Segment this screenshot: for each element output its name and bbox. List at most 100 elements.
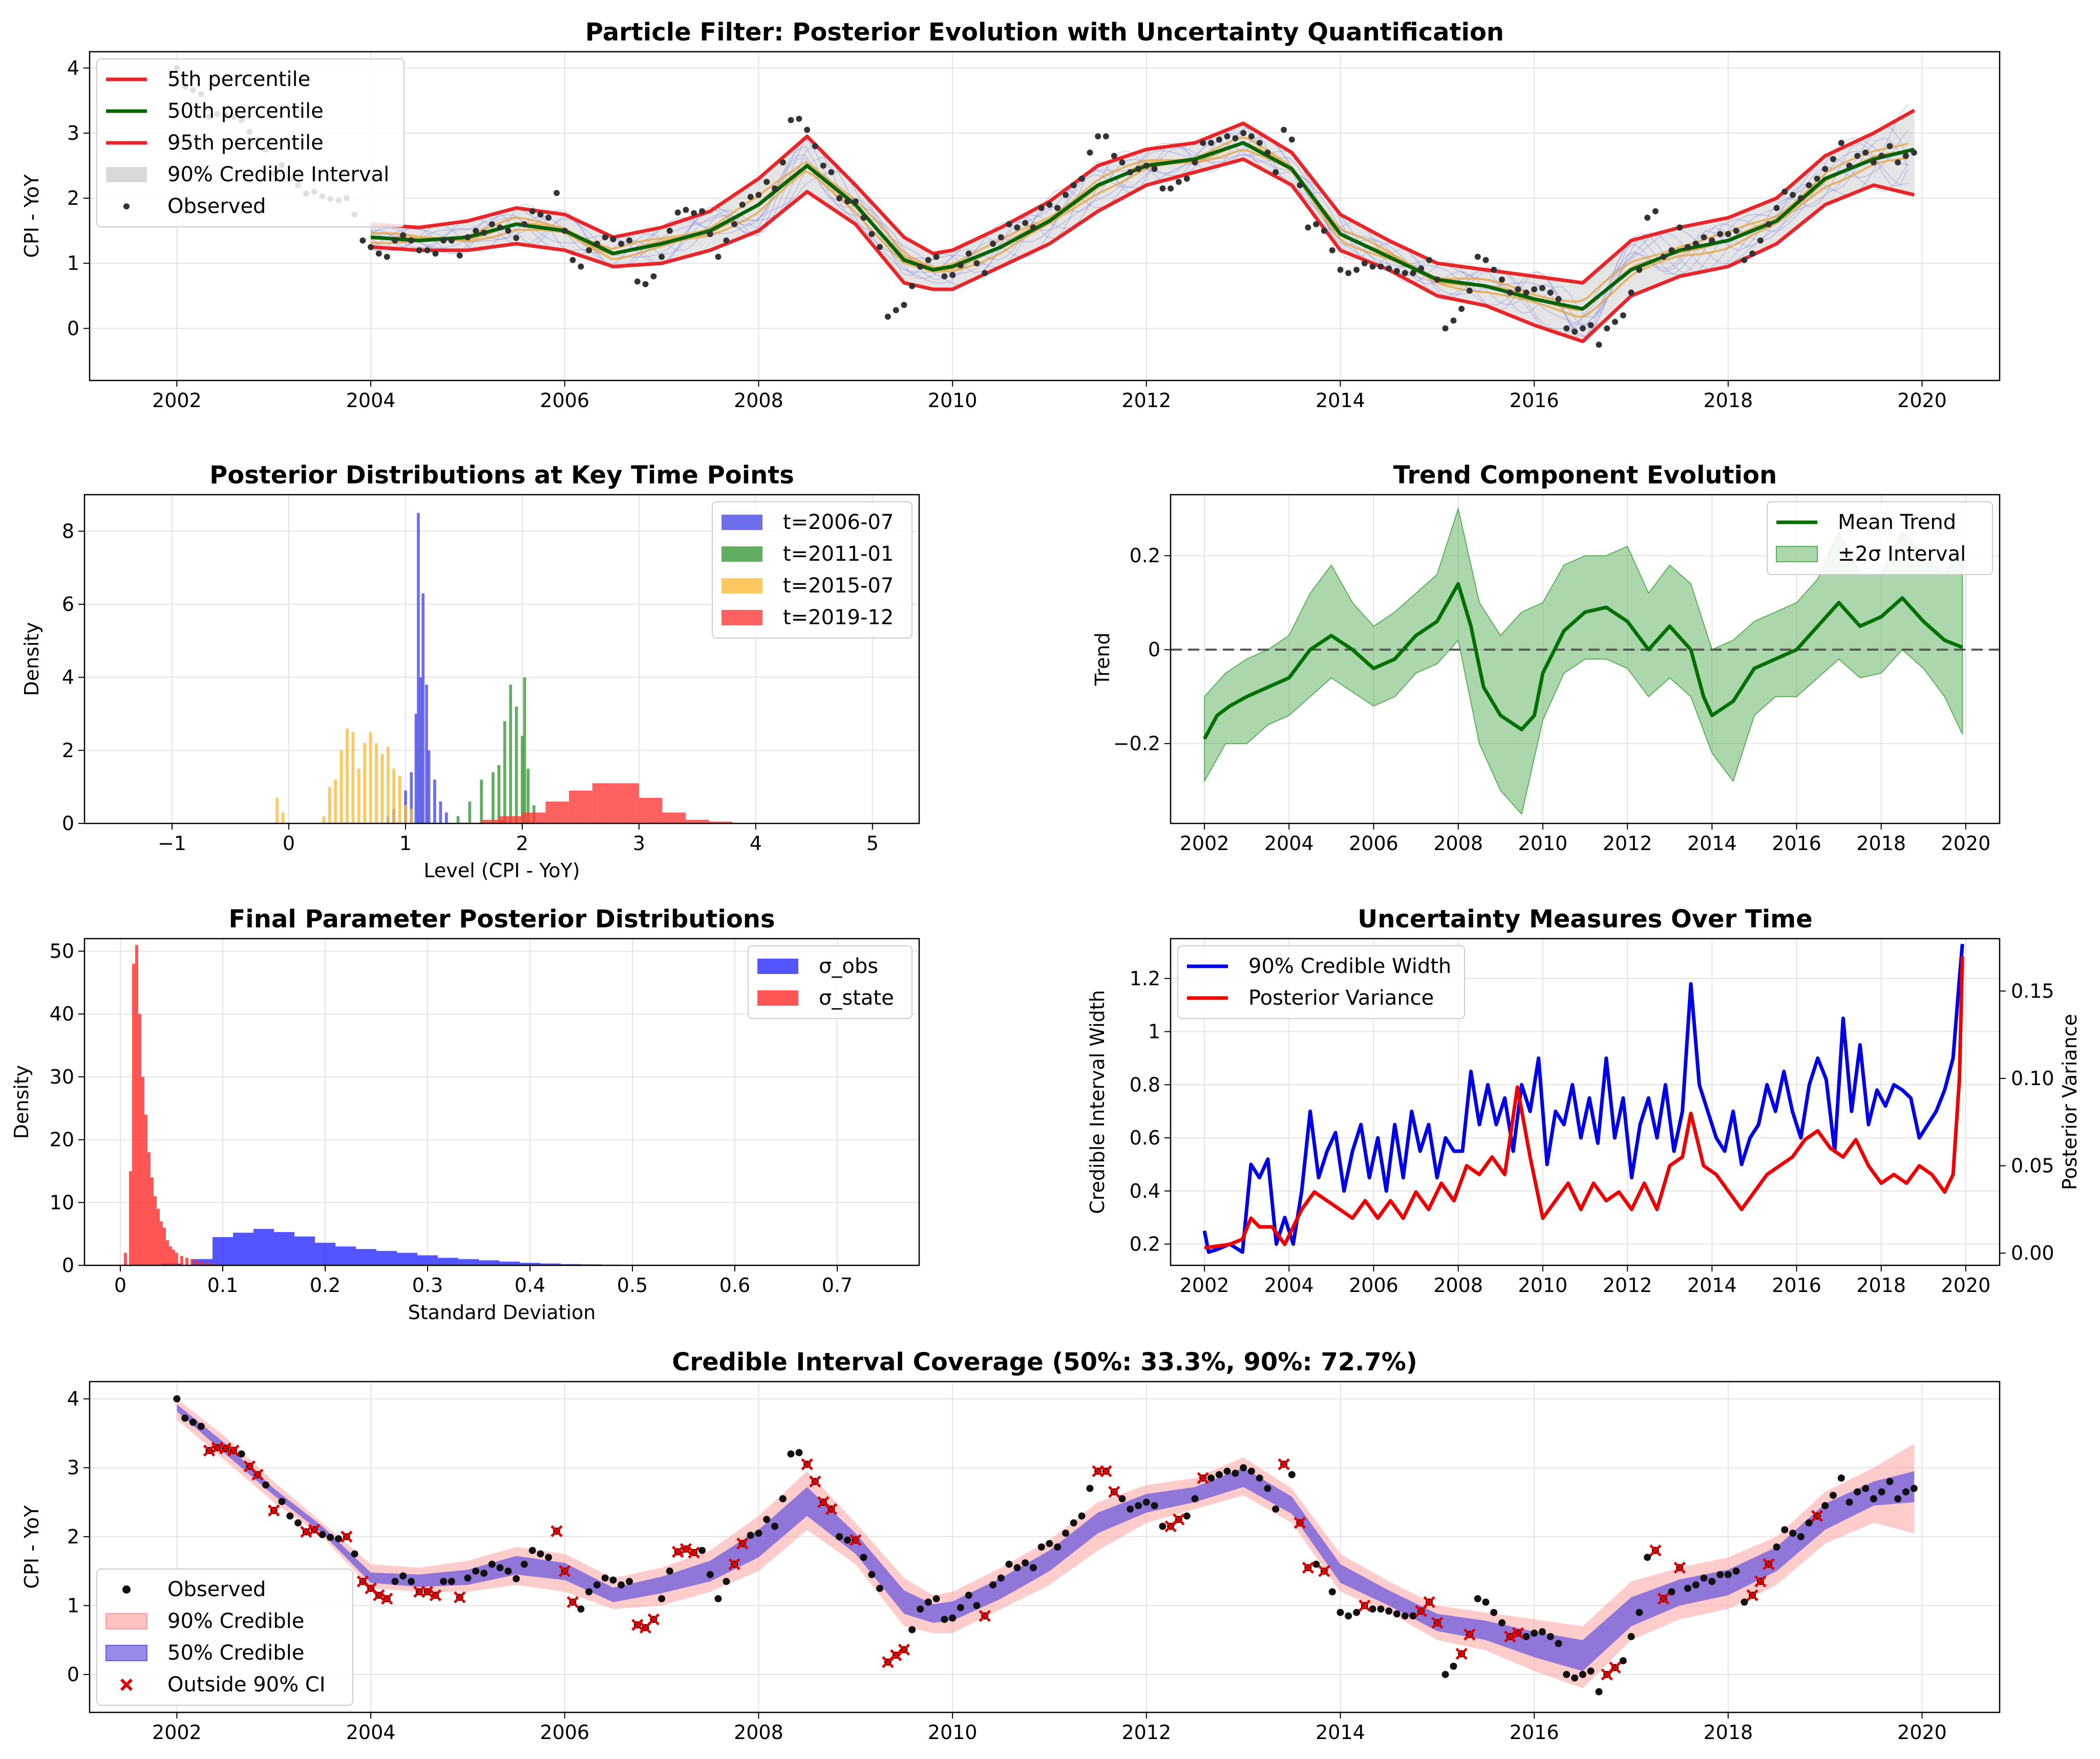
legend-key-patch	[722, 515, 762, 530]
histogram-bar	[458, 1259, 479, 1265]
histogram-bar	[357, 769, 360, 823]
outside-ci-marker	[817, 1496, 830, 1509]
y-tick-label: 50	[50, 940, 74, 963]
x-tick-label: 2018	[1703, 389, 1753, 412]
histogram-bar	[417, 1255, 438, 1265]
outside-ci-marker	[380, 1593, 393, 1605]
histogram-bar	[180, 1256, 183, 1265]
observed-point	[464, 234, 471, 241]
outside-ci-marker	[1359, 1599, 1371, 1612]
observed-point	[448, 237, 455, 244]
outside-ci-marker	[1649, 1544, 1662, 1557]
observed-point	[456, 252, 463, 259]
histogram-bar	[201, 1261, 204, 1265]
x-tick-label: 2010	[1518, 1274, 1568, 1297]
chart-title: Trend Component Evolution	[1393, 461, 1777, 490]
observed-point	[860, 215, 867, 221]
observed-point	[1531, 286, 1538, 293]
x-tick-label: 2010	[928, 389, 978, 412]
observed-point	[650, 273, 657, 280]
observed-point	[1725, 230, 1731, 237]
histogram-bar	[499, 816, 522, 823]
observed-point	[626, 1578, 633, 1585]
observed-point	[1377, 1605, 1385, 1613]
observed-point	[666, 1567, 673, 1575]
observed-point	[1127, 169, 1134, 176]
observed-point	[788, 117, 794, 123]
observed-point	[1894, 1495, 1902, 1502]
chart-title: Credible Interval Coverage (50%: 33.3%, …	[672, 1348, 1417, 1376]
observed-point	[1636, 266, 1643, 273]
outside-ci-marker	[1278, 1458, 1290, 1471]
outside-ci-marker	[1108, 1486, 1120, 1498]
y-axis-label: Density	[20, 622, 43, 696]
histogram-bar	[397, 1253, 417, 1265]
observed-point	[384, 253, 390, 260]
x-tick-label: 0.5	[617, 1274, 648, 1297]
histogram-bar	[540, 1263, 561, 1265]
outside-ci-marker	[825, 1503, 838, 1515]
observed-point	[545, 1554, 553, 1561]
histogram-bar	[410, 772, 413, 823]
observed-point	[1095, 133, 1101, 140]
observed-point	[1313, 221, 1320, 227]
histogram-bar	[163, 1227, 166, 1265]
x-axis-label: Standard Deviation	[408, 1301, 596, 1324]
observed-point	[1627, 1633, 1635, 1640]
histogram-bar	[322, 816, 326, 823]
observed-point	[932, 1595, 940, 1602]
observed-point	[1571, 1674, 1579, 1682]
observed-point	[1191, 1495, 1199, 1502]
outside-ci-marker	[979, 1609, 991, 1622]
observed-point	[1491, 266, 1497, 273]
observed-point	[957, 1604, 964, 1612]
observed-point	[876, 1584, 884, 1592]
plot-area	[1171, 506, 2000, 815]
histogram-bar	[492, 772, 495, 823]
histogram-bar	[410, 809, 413, 823]
observed-point	[1563, 325, 1570, 332]
outside-ci-marker	[566, 1596, 579, 1608]
observed-point	[1846, 1498, 1853, 1506]
observed-point	[238, 1450, 245, 1458]
observed-point	[1797, 1533, 1805, 1540]
x-tick-label: 2014	[1316, 389, 1365, 412]
legend-label: t=2011-01	[783, 542, 894, 566]
legend-label: Observed	[167, 1578, 266, 1601]
observed-point	[1620, 312, 1626, 319]
legend-frame	[96, 1569, 353, 1706]
x-tick-label: 0	[283, 832, 295, 855]
observed-point	[1006, 221, 1012, 227]
histogram-bar	[497, 765, 501, 823]
observed-point	[1482, 257, 1489, 263]
observed-point	[965, 1592, 972, 1599]
observed-point	[1183, 175, 1190, 182]
chart-title: Particle Filter: Posterior Evolution wit…	[585, 18, 1504, 47]
histogram-bar	[281, 812, 285, 823]
legend: t=2006-07 t=2011-01 t=2015-07 t=2019-12	[712, 501, 913, 639]
observed-point	[1224, 133, 1231, 140]
x-tick-label: 2006	[1349, 1274, 1398, 1297]
y-tick-label: 0	[67, 317, 79, 340]
observed-point	[554, 189, 560, 196]
x-tick-label: 2008	[734, 389, 783, 412]
histogram-bar	[124, 1253, 127, 1265]
observed-point	[917, 1605, 924, 1613]
x-tick-label: 2004	[346, 389, 396, 412]
outside-ci-marker	[300, 1525, 312, 1538]
observed-point	[327, 1534, 334, 1541]
y-tick-label: 1	[1148, 1021, 1160, 1043]
observed-point	[593, 241, 600, 247]
observed-point	[1830, 156, 1836, 162]
observed-point	[949, 1614, 957, 1622]
observed-point	[1377, 263, 1384, 270]
observed-point	[569, 257, 576, 263]
observed-point	[990, 241, 996, 247]
observed-point	[1030, 224, 1036, 231]
observed-point	[1619, 1657, 1627, 1665]
legend-label: Outside 90% CI	[167, 1673, 326, 1697]
histogram-bar	[386, 747, 390, 823]
x-tick-label: 2018	[1856, 1274, 1906, 1297]
observed-point	[440, 1578, 448, 1585]
observed-point	[577, 1605, 585, 1613]
